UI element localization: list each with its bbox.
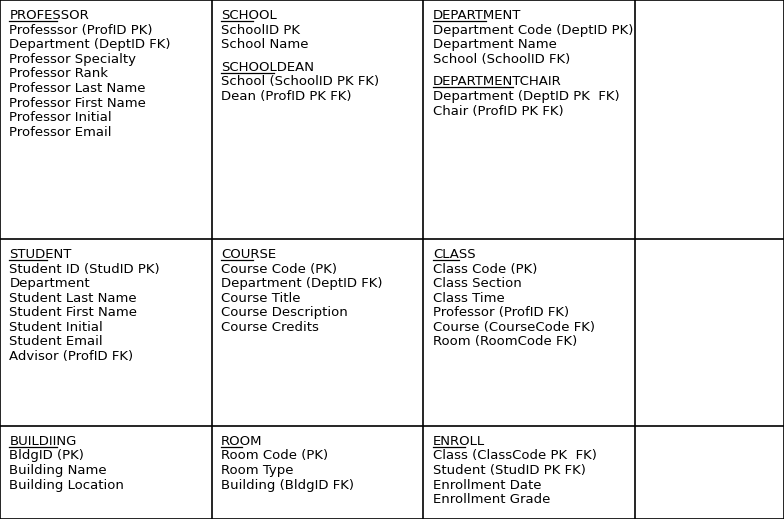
Text: Course Title: Course Title xyxy=(221,292,300,305)
Text: Class Time: Class Time xyxy=(433,292,505,305)
Text: Enrollment Date: Enrollment Date xyxy=(433,479,541,491)
Text: Professor (ProfID FK): Professor (ProfID FK) xyxy=(433,306,569,319)
Text: Department Code (DeptID PK): Department Code (DeptID PK) xyxy=(433,24,633,37)
Text: Professor Rank: Professor Rank xyxy=(9,67,108,80)
Text: Student ID (StudID PK): Student ID (StudID PK) xyxy=(9,263,160,276)
Text: Department (DeptID PK  FK): Department (DeptID PK FK) xyxy=(433,90,619,103)
Text: Department: Department xyxy=(9,277,90,290)
Text: Department (DeptID FK): Department (DeptID FK) xyxy=(221,277,383,290)
Text: Professor Specialty: Professor Specialty xyxy=(9,53,136,66)
Text: STUDENT: STUDENT xyxy=(9,248,72,261)
Text: School (SchoolID PK FK): School (SchoolID PK FK) xyxy=(221,75,379,88)
Text: Professor Last Name: Professor Last Name xyxy=(9,82,146,95)
Text: Student Initial: Student Initial xyxy=(9,321,103,334)
Text: Class (ClassCode PK  FK): Class (ClassCode PK FK) xyxy=(433,449,597,462)
Text: PROFESSOR: PROFESSOR xyxy=(9,9,89,22)
Text: Course Description: Course Description xyxy=(221,306,348,319)
Text: Student Last Name: Student Last Name xyxy=(9,292,137,305)
Text: Student (StudID PK FK): Student (StudID PK FK) xyxy=(433,464,586,477)
Text: SCHOOLDEAN: SCHOOLDEAN xyxy=(221,61,314,74)
Text: Course Code (PK): Course Code (PK) xyxy=(221,263,337,276)
Text: Department (DeptID FK): Department (DeptID FK) xyxy=(9,38,171,51)
Text: Chair (ProfID PK FK): Chair (ProfID PK FK) xyxy=(433,104,564,117)
Text: Advisor (ProfID FK): Advisor (ProfID FK) xyxy=(9,350,133,363)
Text: Building Name: Building Name xyxy=(9,464,107,477)
Text: Professor First Name: Professor First Name xyxy=(9,97,147,110)
Text: ENROLL: ENROLL xyxy=(433,435,485,448)
Text: School (SchoolID FK): School (SchoolID FK) xyxy=(433,53,570,66)
Text: Professor Initial: Professor Initial xyxy=(9,111,112,124)
Text: Student First Name: Student First Name xyxy=(9,306,137,319)
Text: Building (BldgID FK): Building (BldgID FK) xyxy=(221,479,354,491)
Text: Course Credits: Course Credits xyxy=(221,321,319,334)
Text: DEPARTMENTCHAIR: DEPARTMENTCHAIR xyxy=(433,75,561,88)
Text: SchoolID PK: SchoolID PK xyxy=(221,24,300,37)
Text: Enrollment Grade: Enrollment Grade xyxy=(433,493,550,506)
Text: Room (RoomCode FK): Room (RoomCode FK) xyxy=(433,335,577,348)
Text: DEPARTMENT: DEPARTMENT xyxy=(433,9,521,22)
Text: Department Name: Department Name xyxy=(433,38,557,51)
Text: BldgID (PK): BldgID (PK) xyxy=(9,449,85,462)
Text: Course (CourseCode FK): Course (CourseCode FK) xyxy=(433,321,595,334)
Text: Class Section: Class Section xyxy=(433,277,521,290)
Text: ROOM: ROOM xyxy=(221,435,263,448)
Text: Professor Email: Professor Email xyxy=(9,126,112,139)
Text: BUILDIING: BUILDIING xyxy=(9,435,77,448)
Text: SCHOOL: SCHOOL xyxy=(221,9,277,22)
Text: Room Code (PK): Room Code (PK) xyxy=(221,449,328,462)
Text: Room Type: Room Type xyxy=(221,464,293,477)
Text: Class Code (PK): Class Code (PK) xyxy=(433,263,537,276)
Text: CLASS: CLASS xyxy=(433,248,475,261)
Text: Building Location: Building Location xyxy=(9,479,125,491)
Text: Student Email: Student Email xyxy=(9,335,103,348)
Text: COURSE: COURSE xyxy=(221,248,276,261)
Text: Dean (ProfID PK FK): Dean (ProfID PK FK) xyxy=(221,90,351,103)
Text: School Name: School Name xyxy=(221,38,309,51)
Text: Professsor (ProfID PK): Professsor (ProfID PK) xyxy=(9,24,153,37)
